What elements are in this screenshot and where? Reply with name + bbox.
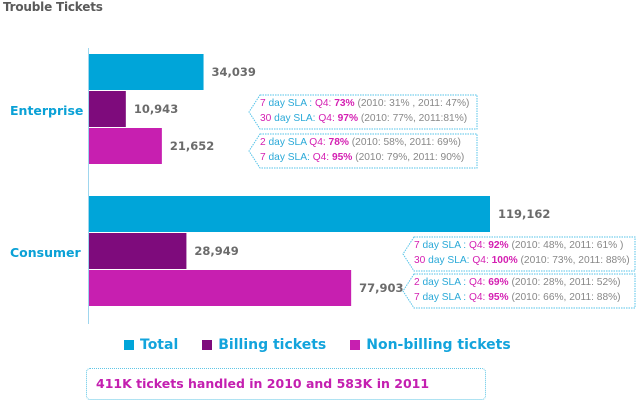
sla-sla: 2 [260, 137, 269, 148]
chart-title: Trouble Tickets [3, 0, 103, 14]
sla-line: 2 day SLA : Q4: 69% (2010: 28%, 2011: 52… [414, 275, 621, 290]
bar-enterprise-total [89, 54, 204, 90]
sla-history: (2010: 77%, 2011:81%) [360, 113, 468, 124]
sla-sla: 30 [414, 255, 429, 266]
sla-q4-label: Q4: [309, 137, 329, 148]
sla-q4-label: Q4: [468, 292, 489, 303]
value-label-enterprise-billing: 10,943 [134, 102, 178, 116]
sla-line: 2 day SLA Q4: 78% (2010: 58%, 2011: 69%) [260, 135, 464, 150]
callout-enterprise-billing: 7 day SLA : Q4: 73% (2010: 31% , 2011: 4… [248, 94, 478, 130]
bar-consumer-total [89, 196, 490, 232]
sla-q4: 95% [488, 292, 512, 303]
sla-sla-rest: day SLA [268, 137, 310, 148]
footer-note: 411K tickets handled in 2010 and 583K in… [96, 376, 430, 391]
category-label-enterprise: Enterprise [10, 103, 83, 118]
sla-history: (2010: 48%, 2011: 61% ) [511, 240, 624, 251]
sla-sla-rest: day SLA : [268, 98, 315, 109]
sla-history: (2010: 66%, 2011: 88%) [511, 292, 621, 303]
sla-q4: 97% [337, 113, 361, 124]
sla-sla: 7 [414, 240, 423, 251]
sla-history: (2010: 79%, 2011: 90%) [355, 152, 465, 163]
sla-sla: 7 [260, 98, 269, 109]
sla-sla: 7 [414, 292, 423, 303]
sla-q4-label: Q4: [314, 98, 335, 109]
value-label-enterprise-total: 34,039 [212, 65, 256, 79]
callout-border [248, 133, 478, 169]
value-label-consumer-non-billing: 77,903 [359, 281, 403, 295]
callout-consumer-nonbilling: 2 day SLA : Q4: 69% (2010: 28%, 2011: 52… [402, 273, 636, 309]
sla-q4: 95% [331, 152, 356, 163]
bar-enterprise-billing [89, 91, 126, 127]
legend-swatch-icon [350, 340, 361, 350]
legend-swatch-icon [124, 340, 134, 350]
sla-q4-label: Q4: [318, 113, 338, 124]
value-label-enterprise-non-billing: 21,652 [170, 139, 214, 153]
sla-sla-rest: day SLA : [422, 292, 469, 303]
value-label-consumer-billing: 28,949 [194, 244, 238, 258]
sla-sla-rest: day SLA : [422, 277, 469, 288]
sla-sla-rest: day SLA: [274, 113, 319, 124]
sla-q4: 73% [334, 98, 358, 109]
value-label-consumer-total: 119,162 [498, 207, 550, 221]
legend-label: Non-billing tickets [366, 337, 511, 353]
sla-q4-label: Q4: [312, 152, 332, 163]
sla-line: 7 day SLA : Q4: 73% (2010: 31% , 2011: 4… [260, 96, 469, 111]
sla-line: 30 day SLA: Q4: 100% (2010: 73%, 2011: 8… [414, 253, 630, 268]
bar-consumer-non-billing [89, 270, 352, 306]
legend-label: Billing tickets [218, 337, 327, 353]
callout-consumer-billing: 7 day SLA : Q4: 92% (2010: 48%, 2011: 61… [402, 236, 636, 272]
sla-q4: 78% [328, 137, 352, 148]
sla-line: 7 day SLA : Q4: 92% (2010: 48%, 2011: 61… [414, 238, 630, 253]
legend-item-total: Total [124, 337, 178, 353]
sla-line: 30 day SLA: Q4: 97% (2010: 77%, 2011:81%… [260, 111, 469, 126]
footer-note-box: 411K tickets handled in 2010 and 583K in… [86, 368, 486, 400]
sla-sla: 2 [414, 277, 423, 288]
sla-sla-rest: day SLA: [428, 255, 473, 266]
category-label-consumer: Consumer [10, 245, 82, 260]
sla-history: (2010: 28%, 2011: 52%) [511, 277, 621, 288]
sla-q4-label: Q4: [468, 240, 489, 251]
legend-label: Total [140, 337, 179, 353]
sla-q4-label: Q4: [472, 255, 492, 266]
sla-line: 7 day SLA: Q4: 95% (2010: 79%, 2011: 90%… [260, 150, 464, 165]
legend-item-billing: Billing tickets [202, 337, 326, 353]
sla-q4: 100% [491, 255, 521, 266]
sla-q4: 69% [488, 277, 512, 288]
sla-history: (2010: 31% , 2011: 47%) [357, 98, 470, 109]
sla-sla: 30 [260, 113, 275, 124]
sla-sla-rest: day SLA: [268, 152, 313, 163]
sla-line: 7 day SLA : Q4: 95% (2010: 66%, 2011: 88… [414, 290, 621, 305]
legend-item-non-billing: Non-billing tickets [350, 337, 511, 353]
legend: Total Billing tickets Non-billing tickets [124, 337, 511, 353]
callout-border [402, 273, 636, 309]
callout-border [402, 236, 636, 272]
sla-sla: 7 [260, 152, 269, 163]
bar-enterprise-non-billing [89, 128, 162, 164]
sla-sla-rest: day SLA : [422, 240, 469, 251]
callout-enterprise-nonbilling: 2 day SLA Q4: 78% (2010: 58%, 2011: 69%)… [248, 133, 478, 169]
sla-history: (2010: 58%, 2011: 69%) [351, 137, 461, 148]
sla-q4: 92% [488, 240, 512, 251]
sla-q4-label: Q4: [468, 277, 489, 288]
sla-history: (2010: 73%, 2011: 88%) [520, 255, 630, 266]
legend-swatch-icon [202, 340, 213, 350]
callout-border [248, 94, 478, 130]
bar-consumer-billing [89, 233, 187, 269]
